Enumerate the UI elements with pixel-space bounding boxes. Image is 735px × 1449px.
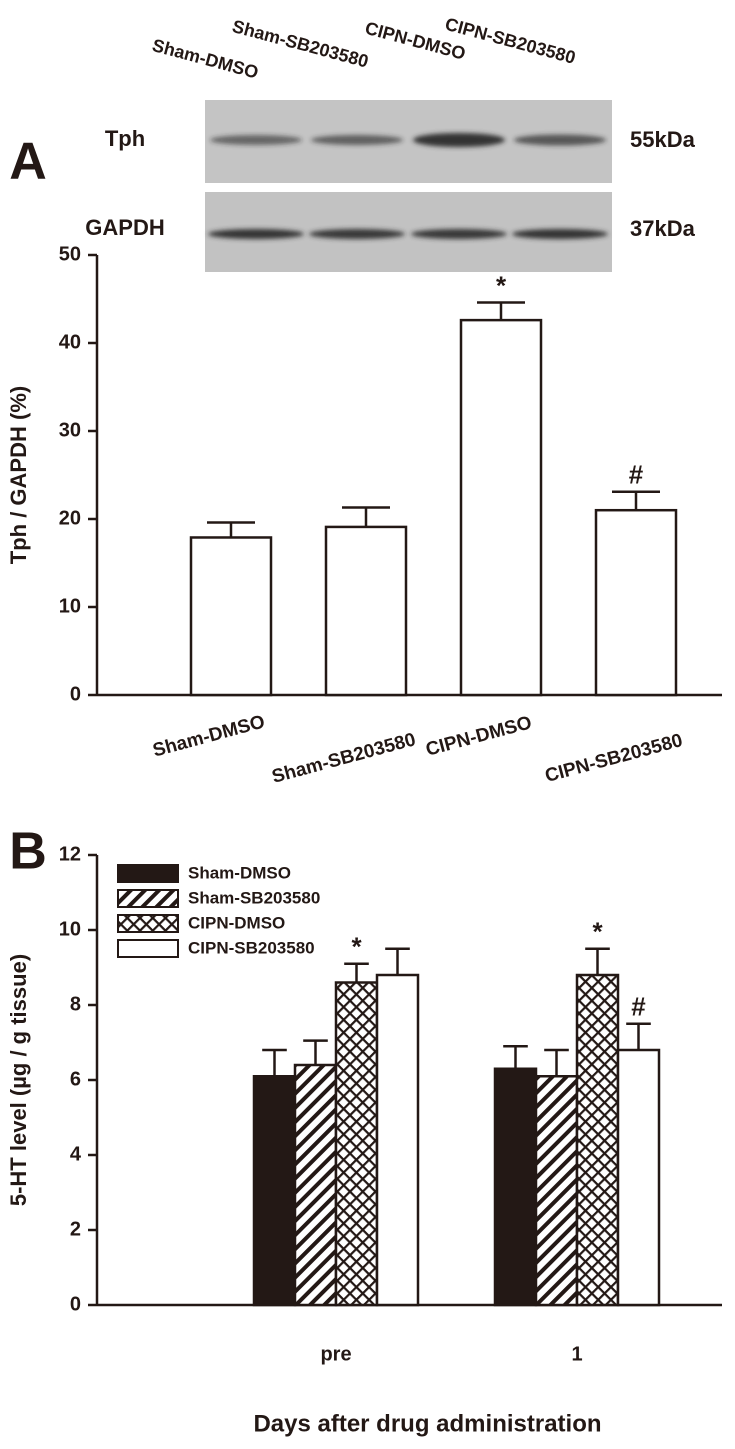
y-tick-label: 20 xyxy=(59,507,81,529)
x-tick-label: CIPN-SB203580 xyxy=(543,730,685,787)
legend-swatch xyxy=(117,889,179,908)
y-tick-label: 0 xyxy=(70,1293,81,1315)
y-tick-label: 40 xyxy=(59,331,81,353)
bar xyxy=(493,1067,538,1307)
bar xyxy=(293,1063,338,1307)
y-tick-label: 2 xyxy=(70,1218,81,1240)
legend-swatch xyxy=(117,914,179,933)
lane-label: Sham-DMSO xyxy=(150,35,260,83)
bar xyxy=(594,508,678,697)
legend-swatch xyxy=(117,939,179,958)
legend-label: CIPN-SB203580 xyxy=(188,938,315,957)
bar xyxy=(324,525,408,697)
y-tick-label: 10 xyxy=(59,918,81,940)
bar xyxy=(252,1075,297,1307)
significance-marker: * xyxy=(592,917,603,947)
blot-row-label: Tph xyxy=(105,126,145,151)
panel-label: A xyxy=(9,133,47,191)
y-axis-label: 5-HT level (µg / g tissue) xyxy=(6,954,31,1206)
y-tick-label: 8 xyxy=(70,993,81,1015)
x-tick-label: Sham-SB203580 xyxy=(270,729,418,788)
legend-label: Sham-SB203580 xyxy=(188,888,320,907)
bar xyxy=(616,1048,661,1307)
significance-marker: * xyxy=(351,932,362,962)
y-axis-label: Tph / GAPDH (%) xyxy=(6,386,31,564)
bar xyxy=(334,981,379,1307)
significance-marker: # xyxy=(631,992,646,1022)
significance-marker: # xyxy=(629,460,644,490)
blot-size-label: 37kDa xyxy=(630,216,696,241)
blot-row-label: GAPDH xyxy=(85,215,164,240)
y-tick-label: 4 xyxy=(70,1143,82,1165)
significance-marker: * xyxy=(496,270,507,300)
legend-swatch xyxy=(117,864,179,883)
x-tick-label: pre xyxy=(320,1343,351,1365)
x-tick-label: CIPN-DMSO xyxy=(424,712,534,760)
panel-label: B xyxy=(9,823,47,881)
x-tick-label: Sham-DMSO xyxy=(151,711,268,761)
y-tick-label: 50 xyxy=(59,243,81,265)
x-axis-label: Days after drug administration xyxy=(253,1410,601,1437)
y-tick-label: 6 xyxy=(70,1068,81,1090)
y-tick-label: 30 xyxy=(59,419,81,441)
x-tick-label: 1 xyxy=(571,1343,582,1365)
western-blot xyxy=(205,100,612,272)
y-tick-label: 0 xyxy=(70,683,81,705)
legend-label: CIPN-DMSO xyxy=(188,913,285,932)
bar xyxy=(534,1075,579,1307)
bar xyxy=(189,536,273,697)
legend-label: Sham-DMSO xyxy=(188,863,291,882)
y-tick-label: 12 xyxy=(59,843,81,865)
bar xyxy=(459,318,543,697)
y-tick-label: 10 xyxy=(59,595,81,617)
bar xyxy=(575,973,620,1307)
bar xyxy=(375,973,420,1307)
blot-size-label: 55kDa xyxy=(630,127,696,152)
